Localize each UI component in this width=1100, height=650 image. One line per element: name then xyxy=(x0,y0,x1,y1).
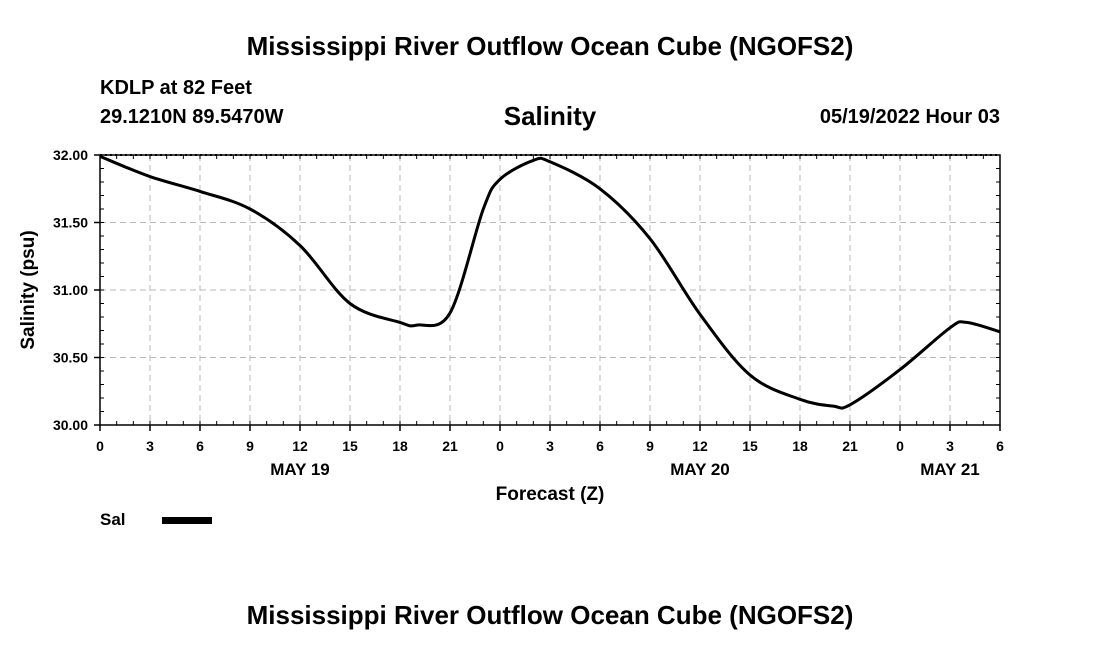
x-tick-label: 18 xyxy=(392,438,408,454)
day-label: MAY 20 xyxy=(670,460,730,479)
x-tick-label: 15 xyxy=(742,438,758,454)
x-tick-label: 6 xyxy=(996,438,1004,454)
day-label: MAY 21 xyxy=(920,460,980,479)
x-tick-label: 21 xyxy=(442,438,458,454)
x-tick-label: 12 xyxy=(292,438,308,454)
forecast-datetime: 05/19/2022 Hour 03 xyxy=(819,106,1000,128)
x-tick-label: 6 xyxy=(596,438,604,454)
x-tick-label: 0 xyxy=(896,438,904,454)
y-tick-label: 30.50 xyxy=(53,350,88,366)
variable-title: Salinity xyxy=(503,101,597,131)
x-tick-label: 0 xyxy=(96,438,104,454)
legend-line-swatch xyxy=(162,517,212,524)
x-tick-label: 9 xyxy=(246,438,254,454)
x-axis-label: Forecast (Z) xyxy=(496,484,605,505)
x-tick-label: 3 xyxy=(546,438,554,454)
x-tick-label: 9 xyxy=(646,438,654,454)
x-tick-label: 18 xyxy=(792,438,808,454)
y-tick-label: 31.00 xyxy=(53,282,88,298)
y-tick-label: 32.00 xyxy=(53,147,88,163)
x-tick-label: 15 xyxy=(342,438,358,454)
x-tick-label: 0 xyxy=(496,438,504,454)
station-label: KDLP at 82 Feet xyxy=(100,77,252,99)
y-axis-label: Salinity (psu) xyxy=(18,230,39,349)
legend-label: Sal xyxy=(100,510,126,529)
chart-title: Mississippi River Outflow Ocean Cube (NG… xyxy=(246,31,854,61)
x-tick-label: 12 xyxy=(692,438,708,454)
x-tick-label: 6 xyxy=(196,438,204,454)
x-tick-label: 3 xyxy=(146,438,154,454)
day-label: MAY 19 xyxy=(270,460,330,479)
footer-title: Mississippi River Outflow Ocean Cube (NG… xyxy=(246,600,854,630)
series-line-sal xyxy=(99,155,1001,410)
y-tick-label: 30.00 xyxy=(53,417,88,433)
station-coords: 29.1210N 89.5470W xyxy=(100,106,284,128)
x-tick-label: 3 xyxy=(946,438,954,454)
y-tick-label: 31.50 xyxy=(53,215,88,231)
x-tick-label: 21 xyxy=(842,438,858,454)
